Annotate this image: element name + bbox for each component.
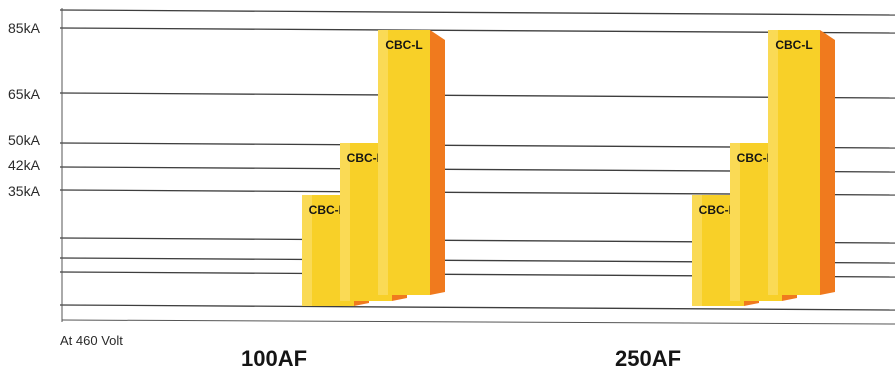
bar-highlight xyxy=(340,143,350,301)
y-tick-label-65: 65kA xyxy=(8,86,41,102)
x-axis-line xyxy=(61,319,895,325)
bar-label: CBC-L xyxy=(775,38,812,52)
bar-label: CBC-N xyxy=(309,203,348,217)
y-tick-label-50: 50kA xyxy=(8,132,41,148)
bar-label: CBC-N xyxy=(699,203,738,217)
y-tick-label-35: 35kA xyxy=(8,183,41,199)
bar-label: CBC-L xyxy=(385,38,422,52)
voltage-note: At 460 Volt xyxy=(60,333,123,348)
gridline xyxy=(59,304,895,311)
bar-side-face xyxy=(820,30,835,295)
category-label-100af: 100AF xyxy=(241,346,307,368)
bar-100af-cbc-l: CBC-L xyxy=(378,30,445,295)
bar-250af-cbc-l: CBC-L xyxy=(768,30,835,295)
bars: CBC-N CBC-H CBC-L CBC-N CBC-H CBC-L xyxy=(302,30,835,306)
bar-highlight xyxy=(378,30,388,295)
bar-highlight xyxy=(302,195,312,306)
gridline xyxy=(59,9,895,16)
bar-label: CBC-H xyxy=(347,151,386,165)
bar-highlight xyxy=(692,195,702,306)
gridline xyxy=(59,27,895,34)
bar-label: CBC-H xyxy=(737,151,776,165)
y-tick-label-85: 85kA xyxy=(8,20,41,36)
gridline xyxy=(59,92,895,99)
bar-side-face xyxy=(430,30,445,295)
y-axis-ticks: 85kA 65kA 50kA 42kA 35kA xyxy=(8,20,41,199)
category-label-250af: 250AF xyxy=(615,346,681,368)
bar-highlight xyxy=(768,30,778,295)
bar-highlight xyxy=(730,143,740,301)
y-tick-label-42: 42kA xyxy=(8,157,41,173)
gridlines xyxy=(59,8,895,325)
